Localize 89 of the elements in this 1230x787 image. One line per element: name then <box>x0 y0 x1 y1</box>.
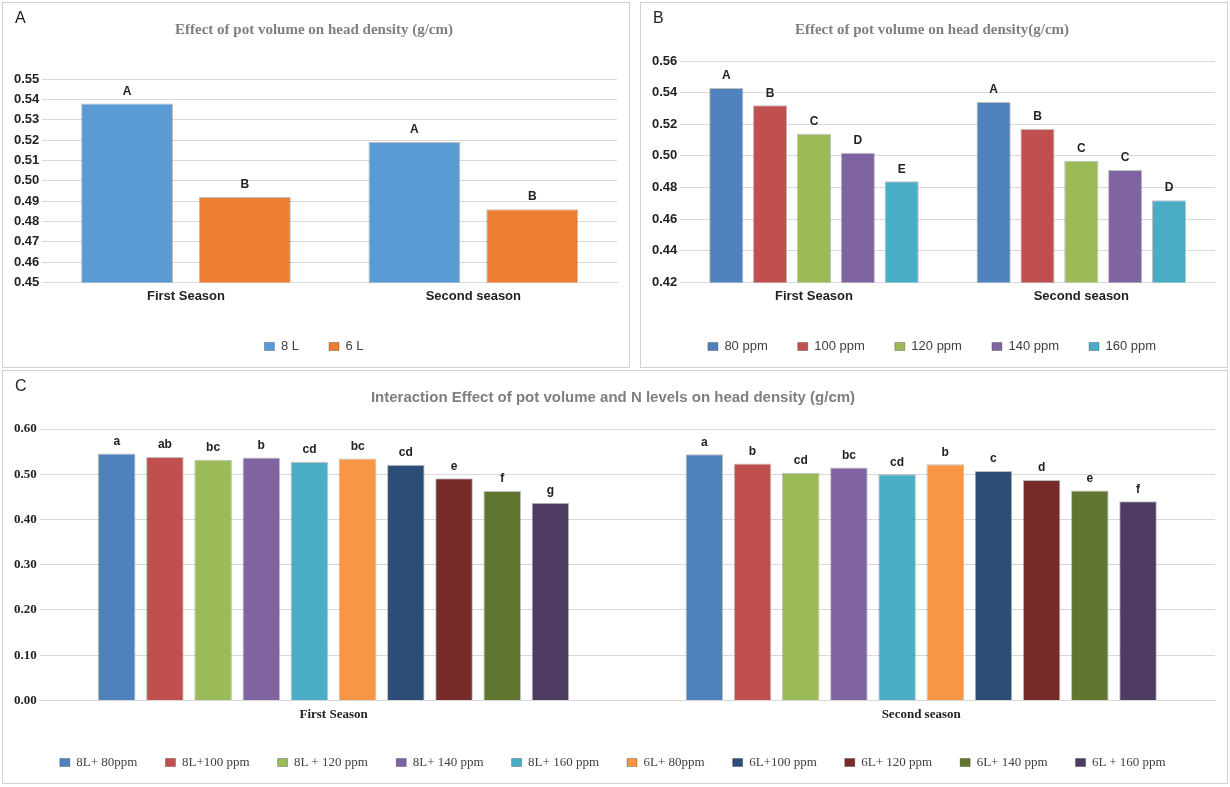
data-label: A <box>989 82 999 97</box>
y-tick-label: 0.48 <box>651 179 678 195</box>
legend-label: 8L+ 80ppm <box>76 753 138 769</box>
y-tick-label: 0.52 <box>651 115 678 131</box>
y-tick-label: 0.40 <box>14 510 37 526</box>
data-label: a <box>701 434 709 449</box>
legend-label: 100 ppm <box>814 338 865 354</box>
data-label: cd <box>398 445 413 460</box>
data-label: A <box>122 83 132 98</box>
x-tick-label: First Season <box>299 705 369 721</box>
y-tick-label: 0.52 <box>13 131 40 147</box>
text: A <box>15 9 26 27</box>
legend-label: 8L+ 160 ppm <box>528 753 600 769</box>
data-label: c <box>990 451 998 466</box>
x-tick-label: Second season <box>881 705 962 721</box>
data-label: D <box>853 133 863 148</box>
text: B <box>653 9 664 27</box>
data-label: b <box>257 437 265 452</box>
y-tick-label: 0.50 <box>13 172 40 188</box>
data-label: b <box>941 444 949 459</box>
y-tick-label: 0.48 <box>13 212 40 228</box>
data-label: f <box>500 471 506 486</box>
data-label: bc <box>206 440 221 455</box>
data-label: ab <box>157 437 172 452</box>
data-label: e <box>450 458 458 473</box>
data-label: E <box>897 161 906 176</box>
x-tick-label: First Season <box>774 287 854 303</box>
y-tick-label: 0.54 <box>651 84 679 100</box>
text: C <box>15 377 27 395</box>
data-label: bc <box>841 447 857 462</box>
data-label: g <box>546 483 555 498</box>
legend-label: 6L+ 120 ppm <box>861 753 933 769</box>
data-label: cd <box>302 442 317 457</box>
data-label: cd <box>890 454 905 469</box>
y-tick-label: 0.45 <box>13 273 40 289</box>
data-label: bc <box>350 438 365 453</box>
data-label: f <box>1136 481 1142 496</box>
legend-label: 8 L <box>280 338 300 354</box>
legend-label: 6L+ 80ppm <box>643 753 705 769</box>
y-tick-label: 0.44 <box>651 242 679 258</box>
legend-label: 6 L <box>345 338 364 354</box>
y-tick-label: 0.30 <box>14 556 37 572</box>
y-tick-label: 0.47 <box>13 233 40 249</box>
legend-label: 160 ppm <box>1105 338 1157 354</box>
y-tick-label: 0.00 <box>14 691 37 707</box>
y-tick-label: 0.46 <box>13 253 40 269</box>
y-tick-label: 0.51 <box>13 151 40 167</box>
legend-label: 140 ppm <box>1008 338 1060 354</box>
data-label: B <box>1033 109 1043 124</box>
legend-label: 6L+ 140 ppm <box>976 753 1048 769</box>
y-tick-label: 0.56 <box>651 52 678 68</box>
legend-label: 6L+100 ppm <box>749 753 817 769</box>
data-label: A <box>721 68 731 83</box>
y-tick-label: 0.50 <box>14 465 37 481</box>
y-tick-label: 0.10 <box>14 646 37 662</box>
legend-label: 80 ppm <box>724 338 768 354</box>
legend-label: 8L+ 140 ppm <box>412 753 484 769</box>
chart-title: Interaction Effect of pot volume and N levels on head density (g/cm) <box>370 388 856 406</box>
data-label: C <box>1120 150 1130 165</box>
legend-label: 8L+100 ppm <box>181 753 250 769</box>
y-tick-label: 0.20 <box>14 601 37 617</box>
data-label: b <box>748 443 757 458</box>
chart-title: Effect of pot volume on head density (g/cm) <box>175 20 453 38</box>
y-tick-label: 0.60 <box>14 420 37 436</box>
x-tick-label: First Season <box>146 287 226 303</box>
legend-label: 120 ppm <box>911 338 962 354</box>
data-label: C <box>809 114 819 129</box>
x-tick-label: Second season <box>425 287 522 303</box>
data-label: B <box>527 189 537 204</box>
data-label: A <box>410 122 420 137</box>
data-label: B <box>240 177 250 192</box>
legend-label: 8L + 120 ppm <box>294 753 368 769</box>
data-label: e <box>1086 470 1094 485</box>
y-tick-label: 0.42 <box>651 273 678 289</box>
y-tick-label: 0.54 <box>13 90 41 106</box>
data-label: a <box>113 433 121 448</box>
y-tick-label: 0.55 <box>13 70 40 86</box>
x-tick-label: Second season <box>1033 287 1130 303</box>
y-tick-label: 0.46 <box>651 210 678 226</box>
data-label: d <box>1037 460 1046 475</box>
legend-label: 6L + 160 ppm <box>1092 753 1166 769</box>
chart-title: Effect of pot volume on head density(g/cm) <box>794 20 1070 38</box>
data-label: cd <box>793 453 808 468</box>
data-label: B <box>765 85 775 100</box>
y-tick-label: 0.49 <box>13 192 40 208</box>
y-tick-label: 0.53 <box>13 111 40 127</box>
data-label: D <box>1164 180 1174 195</box>
data-label: C <box>1076 140 1086 155</box>
y-tick-label: 0.50 <box>651 147 678 163</box>
